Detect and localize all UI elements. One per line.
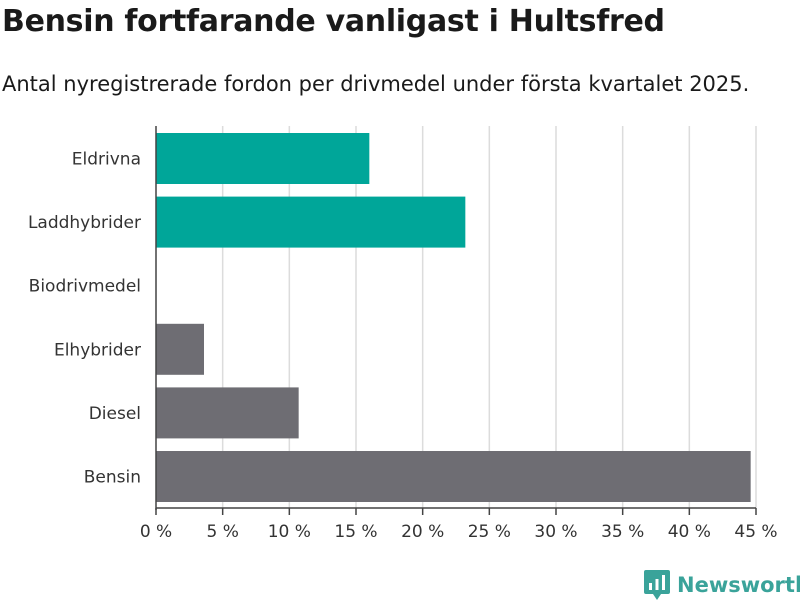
x-tick-label: 10 % xyxy=(268,522,311,542)
x-tick-label: 35 % xyxy=(601,522,644,542)
x-tick-label: 0 % xyxy=(140,522,172,542)
x-tick-label: 15 % xyxy=(334,522,377,542)
x-axis: 0 % 5 % 10 % 15 % 20 % 25 % 30 % 35 % 40 % 45 % xyxy=(140,126,778,542)
x-tick-label: 45 % xyxy=(734,522,777,542)
bars xyxy=(156,133,751,502)
bar-chart-logo-icon xyxy=(644,570,670,600)
x-tick-label: 20 % xyxy=(401,522,444,542)
x-tick-label: 30 % xyxy=(534,522,577,542)
brand-logo: Newsworthy xyxy=(644,570,800,600)
category-label: Biodrivmedel xyxy=(29,277,141,297)
grid-lines xyxy=(221,126,757,508)
bar-diesel xyxy=(156,387,299,439)
chart-subtitle: Antal nyregistrerade fordon per drivmede… xyxy=(2,72,750,96)
x-tick-label: 25 % xyxy=(468,522,511,542)
category-label: Eldrivna xyxy=(72,150,141,170)
bar-eldrivna xyxy=(156,133,370,184)
category-labels: Eldrivna Laddhybrider Biodrivmedel Elhybrid… xyxy=(28,150,141,488)
bar-elhybrider xyxy=(156,323,204,375)
bar-bensin xyxy=(156,451,751,502)
brand-name: Newsworthy xyxy=(677,573,800,597)
category-label: Bensin xyxy=(84,468,141,488)
category-label: Diesel xyxy=(89,404,141,424)
x-tick-label: 40 % xyxy=(668,522,711,542)
bar-laddhybrider xyxy=(156,196,466,248)
bar-chart: Eldrivna Laddhybrider Biodrivmedel Elhybrid… xyxy=(28,126,778,542)
category-label: Elhybrider xyxy=(54,340,141,360)
chart-title: Bensin fortfarande vanligast i Hultsfred xyxy=(2,4,665,39)
x-tick-label: 5 % xyxy=(206,522,238,542)
category-label: Laddhybrider xyxy=(28,213,141,233)
